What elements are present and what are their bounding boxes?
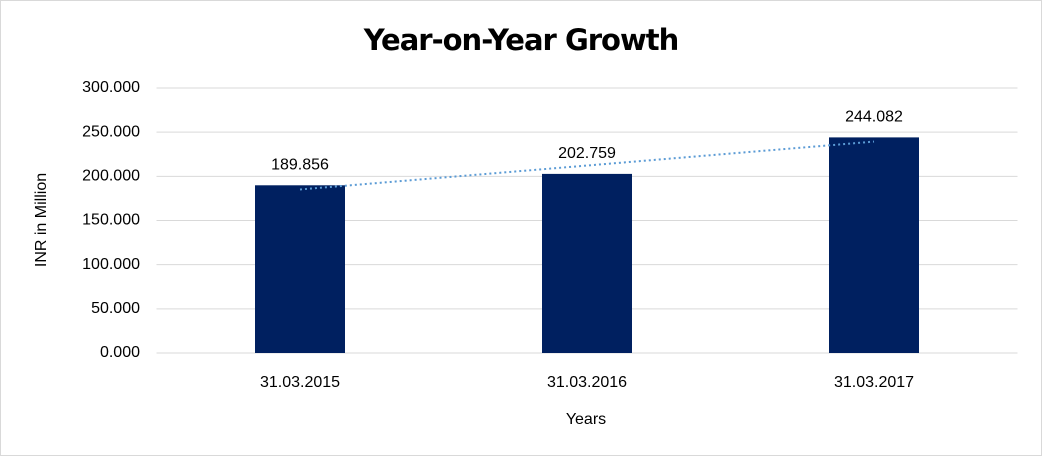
bar <box>542 173 632 353</box>
bar <box>255 185 345 353</box>
trendline <box>299 140 875 191</box>
y-axis-label: INR in Million <box>33 173 50 267</box>
x-tick-label: 31.03.2015 <box>260 374 340 391</box>
x-axis-label: Years <box>566 411 606 428</box>
data-label: 202.759 <box>558 145 616 162</box>
bar <box>829 137 919 353</box>
data-label: 189.856 <box>271 157 329 174</box>
y-tick-label: 250.000 <box>82 123 140 140</box>
y-tick-label: 100.000 <box>82 256 140 273</box>
x-tick-label: 31.03.2016 <box>547 374 627 391</box>
y-tick-label: 0.000 <box>100 344 140 361</box>
y-tick-label: 50.000 <box>91 300 140 317</box>
y-tick-label: 150.000 <box>82 212 140 229</box>
y-tick-label: 200.000 <box>82 168 140 185</box>
chart-title: Year-on-Year Growth <box>363 23 679 57</box>
data-label: 244.082 <box>845 109 903 126</box>
x-tick-label: 31.03.2017 <box>834 374 914 391</box>
y-tick-label: 300.000 <box>82 79 140 96</box>
